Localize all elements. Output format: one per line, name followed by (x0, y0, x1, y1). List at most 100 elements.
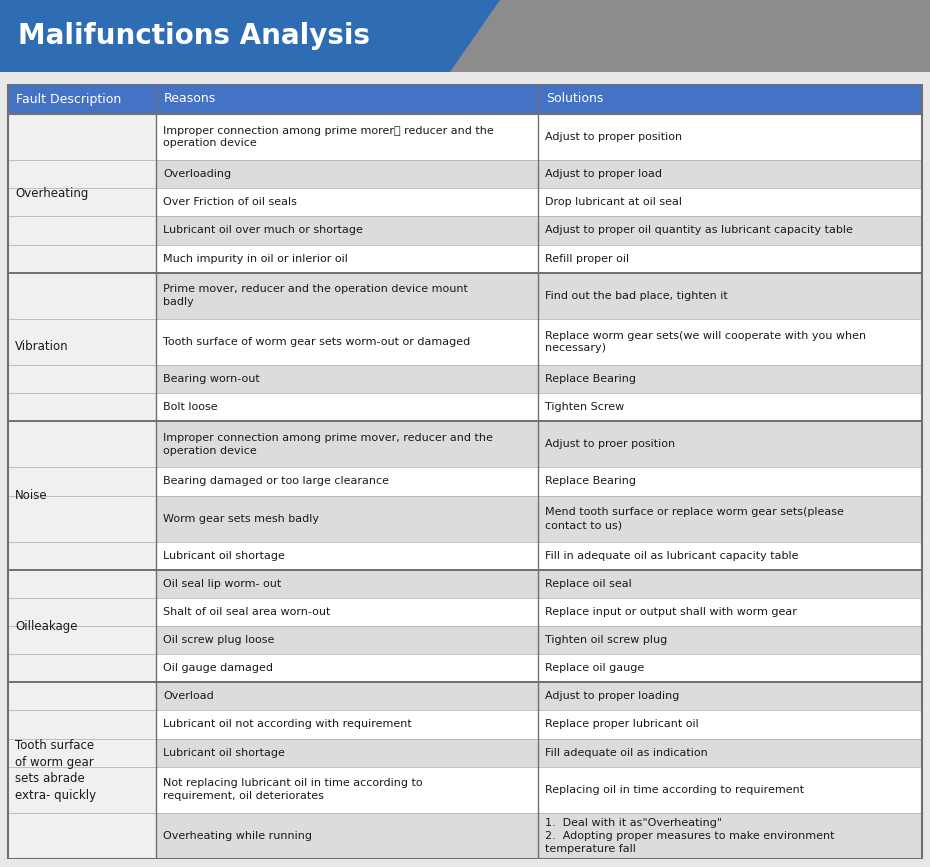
Text: Overheating while running: Overheating while running (163, 831, 312, 841)
Bar (538, 467, 922, 496)
Bar (538, 365, 922, 393)
Text: Adjust to proper position: Adjust to proper position (545, 132, 683, 142)
Bar (156, 244, 538, 272)
Bar (0, 0, 450, 72)
Text: Bolt loose: Bolt loose (163, 402, 218, 412)
Bar (538, 542, 922, 570)
Bar (156, 319, 538, 365)
Text: Vibration: Vibration (15, 341, 69, 354)
Text: Oilleakage: Oilleakage (15, 620, 77, 633)
Text: Refill proper oil: Refill proper oil (545, 253, 630, 264)
Bar (156, 467, 538, 496)
Bar (8, 272, 156, 421)
Text: Overheating: Overheating (15, 186, 88, 199)
Bar (8, 84, 156, 114)
Bar (156, 84, 538, 114)
Text: Lubricant oil not according with requirement: Lubricant oil not according with require… (163, 720, 412, 729)
Bar (156, 496, 538, 542)
Text: Replace Bearing: Replace Bearing (545, 374, 636, 384)
Text: Bearing damaged or too large clearance: Bearing damaged or too large clearance (163, 477, 389, 486)
Bar (156, 766, 538, 813)
Bar (538, 393, 922, 421)
Bar (538, 626, 922, 655)
Bar (156, 114, 538, 160)
Bar (156, 393, 538, 421)
Bar (156, 365, 538, 393)
Text: Adjust to proper oil quantity as lubricant capacity table: Adjust to proper oil quantity as lubrica… (545, 225, 853, 236)
Bar (538, 496, 922, 542)
Bar (538, 319, 922, 365)
Bar (0, 0, 930, 72)
Bar (8, 114, 156, 272)
Text: Solutions: Solutions (546, 93, 604, 106)
Bar (538, 682, 922, 710)
Text: Malifunctions Analysis: Malifunctions Analysis (18, 22, 370, 50)
Bar (8, 570, 156, 682)
Bar (156, 682, 538, 710)
Text: Replace input or output shall with worm gear: Replace input or output shall with worm … (545, 607, 797, 617)
Text: Fill in adequate oil as lubricant capacity table: Fill in adequate oil as lubricant capaci… (545, 551, 799, 561)
Text: Tooth surface of worm gear sets worm-out or damaged: Tooth surface of worm gear sets worm-out… (163, 337, 471, 347)
Text: Adjust to proper loading: Adjust to proper loading (545, 691, 680, 701)
Bar (156, 272, 538, 319)
Bar (0, 859, 930, 867)
Bar (538, 160, 922, 188)
Text: 1.  Deal with it as"Overheating"
2.  Adopting proper measures to make environmen: 1. Deal with it as"Overheating" 2. Adopt… (545, 818, 834, 854)
Bar (538, 84, 922, 114)
Bar (156, 542, 538, 570)
Text: Improper connection among prime mover, reducer and the
operation device: Improper connection among prime mover, r… (163, 433, 493, 456)
Bar (156, 570, 538, 598)
Bar (8, 682, 156, 859)
Bar (538, 813, 922, 859)
Bar (538, 766, 922, 813)
Bar (538, 739, 922, 766)
Text: Replace Bearing: Replace Bearing (545, 477, 636, 486)
Bar (156, 626, 538, 655)
Bar (156, 655, 538, 682)
Text: Lubricant oil shortage: Lubricant oil shortage (163, 747, 285, 758)
Text: Much impurity in oil or inlerior oil: Much impurity in oil or inlerior oil (163, 253, 348, 264)
Bar (538, 217, 922, 244)
Text: Not replacing lubricant oil in time according to
requirement, oil deteriorates: Not replacing lubricant oil in time acco… (163, 779, 423, 801)
Text: Adjust to proer position: Adjust to proer position (545, 440, 675, 449)
Text: Drop lubricant at oil seal: Drop lubricant at oil seal (545, 198, 682, 207)
Text: Oil seal lip worm- out: Oil seal lip worm- out (163, 579, 281, 589)
Text: Replacing oil in time according to requirement: Replacing oil in time according to requi… (545, 785, 804, 795)
Text: Fill adequate oil as indication: Fill adequate oil as indication (545, 747, 708, 758)
Bar (538, 598, 922, 626)
Bar (156, 217, 538, 244)
Bar (538, 710, 922, 739)
Text: Tighten Screw: Tighten Screw (545, 402, 624, 412)
Text: Fault Description: Fault Description (16, 93, 121, 106)
Text: Replace oil gauge: Replace oil gauge (545, 663, 644, 674)
Text: Replace proper lubricant oil: Replace proper lubricant oil (545, 720, 698, 729)
Bar (538, 272, 922, 319)
Text: Find out the bad place, tighten it: Find out the bad place, tighten it (545, 290, 728, 301)
Text: Oil gauge damaged: Oil gauge damaged (163, 663, 273, 674)
Bar (538, 655, 922, 682)
Text: Worm gear sets mesh badly: Worm gear sets mesh badly (163, 513, 319, 524)
Bar (538, 244, 922, 272)
Bar (538, 114, 922, 160)
Text: Tighten oil screw plug: Tighten oil screw plug (545, 636, 668, 645)
Text: Improper connection among prime morer， reducer and the
operation device: Improper connection among prime morer， r… (163, 126, 494, 148)
Bar (538, 570, 922, 598)
Text: Reasons: Reasons (164, 93, 217, 106)
Text: Oil screw plug loose: Oil screw plug loose (163, 636, 274, 645)
Text: Prime mover, reducer and the operation device mount
badly: Prime mover, reducer and the operation d… (163, 284, 468, 307)
Bar (538, 421, 922, 467)
Bar (538, 188, 922, 217)
Bar (0, 72, 930, 84)
Text: Replace oil seal: Replace oil seal (545, 579, 631, 589)
Text: Lubricant oil shortage: Lubricant oil shortage (163, 551, 285, 561)
Text: Replace worm gear sets(we will cooperate with you when
necessary): Replace worm gear sets(we will cooperate… (545, 330, 866, 354)
Polygon shape (450, 0, 500, 72)
Bar (156, 188, 538, 217)
Bar (156, 598, 538, 626)
Bar (156, 710, 538, 739)
Text: Tooth surface
of worm gear
sets abrade
extra- quickly: Tooth surface of worm gear sets abrade e… (15, 740, 96, 802)
Text: Noise: Noise (15, 489, 47, 502)
Text: Bearing worn-out: Bearing worn-out (163, 374, 259, 384)
Text: Over Friction of oil seals: Over Friction of oil seals (163, 198, 297, 207)
Text: Lubricant oil over much or shortage: Lubricant oil over much or shortage (163, 225, 363, 236)
